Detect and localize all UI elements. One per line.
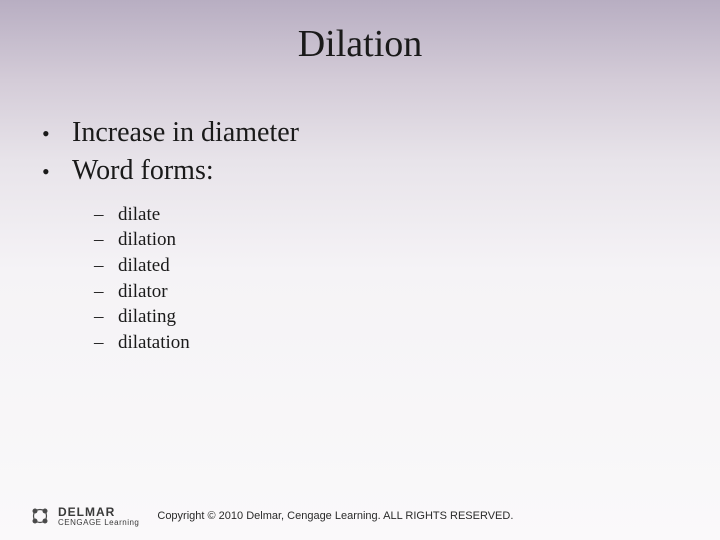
bullet-marker: • [42,157,72,187]
bullet-item: • Increase in diameter [42,114,720,152]
sub-bullet-text: dilator [118,279,168,305]
bullet-item: • Word forms: [42,152,720,190]
sub-bullet-item: – dilatation [94,330,720,356]
sub-bullet-item: – dilate [94,202,720,228]
sub-bullet-marker: – [94,227,118,253]
bullet-marker: • [42,119,72,149]
logo-brand-bottom: CENGAGE Learning [58,519,139,527]
bullet-text: Increase in diameter [72,114,299,152]
slide-footer: DELMAR CENGAGE Learning Copyright © 2010… [0,504,720,528]
logo-brand-top: DELMAR [58,506,139,518]
slide-title: Dilation [0,0,720,66]
sub-bullet-text: dilatation [118,330,190,356]
sub-bullet-list: – dilate – dilation – dilated – dilator … [42,190,720,356]
sub-bullet-marker: – [94,202,118,228]
sub-bullet-marker: – [94,330,118,356]
logo-text: DELMAR CENGAGE Learning [58,506,139,527]
sub-bullet-marker: – [94,279,118,305]
bullet-text: Word forms: [72,152,214,190]
copyright-text: Copyright © 2010 Delmar, Cengage Learnin… [139,510,513,522]
sub-bullet-item: – dilating [94,304,720,330]
sub-bullet-text: dilate [118,202,160,228]
sub-bullet-item: – dilator [94,279,720,305]
sub-bullet-marker: – [94,304,118,330]
sub-bullet-text: dilating [118,304,176,330]
sub-bullet-item: – dilation [94,227,720,253]
publisher-logo: DELMAR CENGAGE Learning [0,504,139,528]
slide-content: • Increase in diameter • Word forms: – d… [0,66,720,355]
logo-icon [28,504,52,528]
sub-bullet-marker: – [94,253,118,279]
sub-bullet-text: dilation [118,227,176,253]
sub-bullet-text: dilated [118,253,170,279]
sub-bullet-item: – dilated [94,253,720,279]
